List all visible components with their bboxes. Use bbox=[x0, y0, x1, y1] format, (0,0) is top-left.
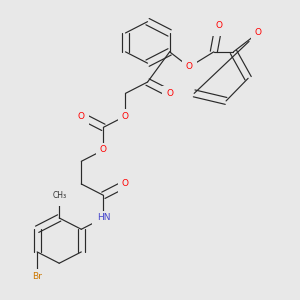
Text: HN: HN bbox=[97, 213, 110, 222]
Bar bbox=[211, 18, 226, 36]
Text: O: O bbox=[100, 146, 107, 154]
Bar bbox=[47, 188, 71, 206]
Bar bbox=[182, 60, 196, 77]
Text: O: O bbox=[186, 62, 193, 71]
Bar bbox=[118, 109, 133, 126]
Bar bbox=[26, 269, 49, 287]
Bar bbox=[96, 142, 111, 160]
Text: Br: Br bbox=[32, 272, 42, 281]
Text: O: O bbox=[122, 179, 129, 188]
Bar bbox=[250, 26, 265, 43]
Bar bbox=[74, 109, 89, 126]
Text: O: O bbox=[122, 112, 129, 121]
Text: O: O bbox=[254, 28, 262, 38]
Text: O: O bbox=[78, 112, 85, 121]
Text: O: O bbox=[166, 89, 173, 98]
Text: CH₃: CH₃ bbox=[52, 191, 66, 200]
Text: O: O bbox=[215, 21, 222, 30]
Bar bbox=[162, 86, 177, 104]
Bar bbox=[118, 177, 133, 194]
Bar bbox=[92, 211, 115, 228]
